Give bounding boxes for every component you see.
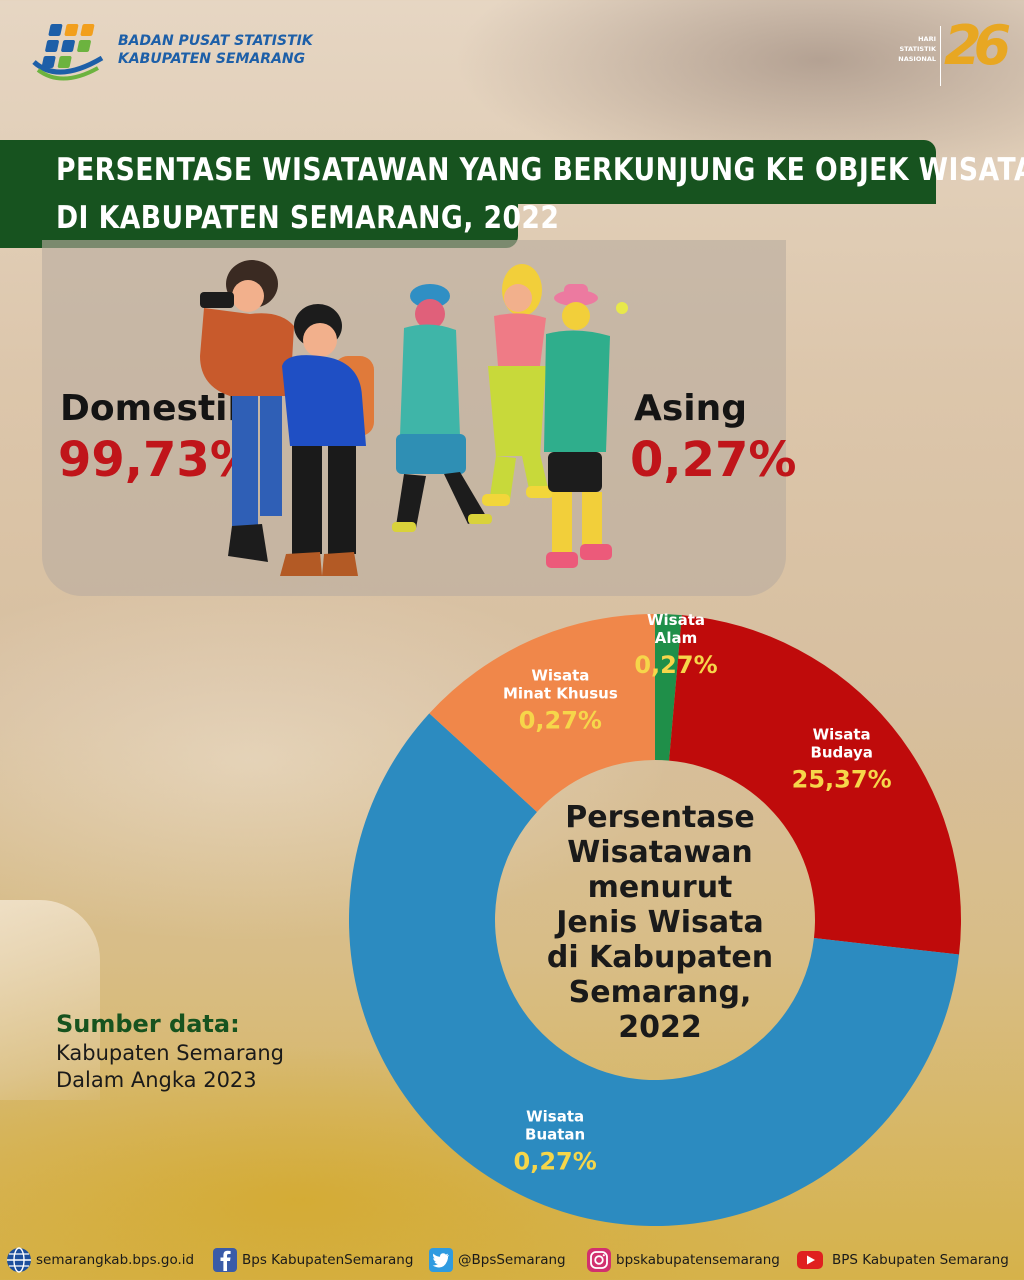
org-name-line2: KABUPATEN SEMARANG: [118, 51, 306, 67]
hsn-divider: [940, 26, 941, 86]
footer-facebook-label: Bps KabupatenSemarang: [242, 1252, 414, 1268]
footer-instagram-label: bpskabupatensemarang: [616, 1252, 780, 1268]
slice-value-label: 0,27%: [514, 1147, 597, 1175]
chart-title-line: menurut: [587, 870, 733, 905]
chart-title-line: Wisatawan: [567, 835, 753, 870]
tourist-backpack-icon: [280, 304, 374, 576]
domestic-label: Domestik: [60, 388, 252, 429]
footer-youtube-label: BPS Kabupaten Semarang: [832, 1252, 1009, 1268]
page-title-line1: PERSENTASE WISATAWAN YANG BERKUNJUNG KE …: [56, 152, 1024, 188]
youtube-icon: [797, 1251, 823, 1269]
slice-value-label: 25,37%: [792, 766, 892, 794]
hari-statistik-nasional-logo: HARI STATISTIK NASIONAL 26: [880, 14, 1011, 94]
hsn-line2: STATISTIK: [899, 45, 936, 53]
twitter-icon: [429, 1248, 453, 1272]
footer-social-bar: semarangkab.bps.go.id Bps KabupatenSemar…: [0, 1236, 1024, 1280]
footer-website-link[interactable]: semarangkab.bps.go.id: [6, 1246, 194, 1274]
org-name: BADAN PUSAT STATISTIK KABUPATEN SEMARANG: [118, 32, 313, 68]
footer-instagram-link[interactable]: bpskabupatensemarang: [586, 1246, 780, 1274]
donut-slice-wisata-buatan: [349, 713, 960, 1226]
donut-slice-wisata-budaya: [669, 615, 961, 955]
tourists-illustration: [200, 260, 628, 576]
tourism-type-donut-chart: Wisata Alam 0,27% Wisata Budaya 25,37% Wisata B…: [349, 611, 961, 1226]
footer-facebook-link[interactable]: Bps KabupatenSemarang: [212, 1246, 413, 1274]
donut-labels: Wisata Alam 0,27% Wisata Budaya 25,37% Wisata B…: [503, 611, 892, 1175]
slice-value-label: 0,27%: [634, 651, 717, 679]
donut-slice-wisata-alam: [655, 614, 682, 761]
source-line2: Dalam Angka 2023: [56, 1068, 257, 1092]
chart-title: Persentase Wisatawan menurut Jenis Wisata di…: [520, 800, 800, 1045]
hsn-text: HARI STATISTIK NASIONAL: [880, 34, 936, 64]
bps-logo: [32, 24, 104, 81]
footer-youtube-link[interactable]: BPS Kabupaten Semarang: [792, 1246, 1009, 1274]
source-line1: Kabupaten Semarang: [56, 1041, 284, 1065]
footer-twitter-link[interactable]: @BpsSemarang: [428, 1246, 566, 1274]
donut-slice-wisata-minat-khusus: [429, 614, 655, 812]
tourist-hat-icon: [544, 284, 628, 568]
tourist-cap-icon: [392, 284, 492, 532]
chart-title-line: di Kabupaten: [546, 940, 774, 975]
chart-title-line: Semarang,: [568, 975, 752, 1010]
facebook-icon: [213, 1248, 237, 1272]
title-banner: [0, 140, 936, 204]
org-name-line1: BADAN PUSAT STATISTIK: [118, 33, 313, 49]
slice-label-wisata-budaya: Wisata Budaya 25,37%: [792, 726, 892, 794]
instagram-icon: [587, 1248, 611, 1272]
donut-slices: [349, 614, 961, 1226]
tourist-drinking-icon: [482, 264, 554, 506]
globe-icon: [7, 1247, 31, 1273]
slice-value-label: 0,27%: [519, 707, 602, 735]
tourist-camera-icon: [200, 260, 294, 562]
hsn-line1: HARI: [918, 35, 936, 43]
slice-label-wisata-minat-khusus: Wisata Minat Khusus 0,27%: [503, 667, 618, 735]
chart-title-line: 2022: [618, 1010, 702, 1045]
source-text: Kabupaten Semarang Dalam Angka 2023: [56, 1040, 356, 1094]
footer-website-label: semarangkab.bps.go.id: [36, 1252, 195, 1268]
page-title-line2: DI KABUPATEN SEMARANG, 2022: [56, 200, 560, 236]
footer-twitter-label: @BpsSemarang: [458, 1252, 566, 1268]
source-heading: Sumber data:: [56, 1010, 240, 1038]
domestic-value: 99,73%: [58, 432, 258, 488]
hsn-number: 26: [944, 14, 1011, 77]
slice-label-wisata-alam: Wisata Alam 0,27%: [634, 611, 717, 679]
chart-title-line: Jenis Wisata: [556, 905, 764, 940]
foreign-label: Asing: [634, 388, 748, 429]
chart-title-line: Persentase: [565, 800, 755, 835]
foreign-value: 0,27%: [630, 432, 797, 488]
slice-label-wisata-buatan: Wisata Buatan 0,27%: [514, 1107, 597, 1175]
page-title: PERSENTASE WISATAWAN YANG BERKUNJUNG KE …: [56, 146, 1024, 242]
hsn-line3: NASIONAL: [898, 55, 936, 63]
title-banner-tail: [0, 196, 518, 248]
